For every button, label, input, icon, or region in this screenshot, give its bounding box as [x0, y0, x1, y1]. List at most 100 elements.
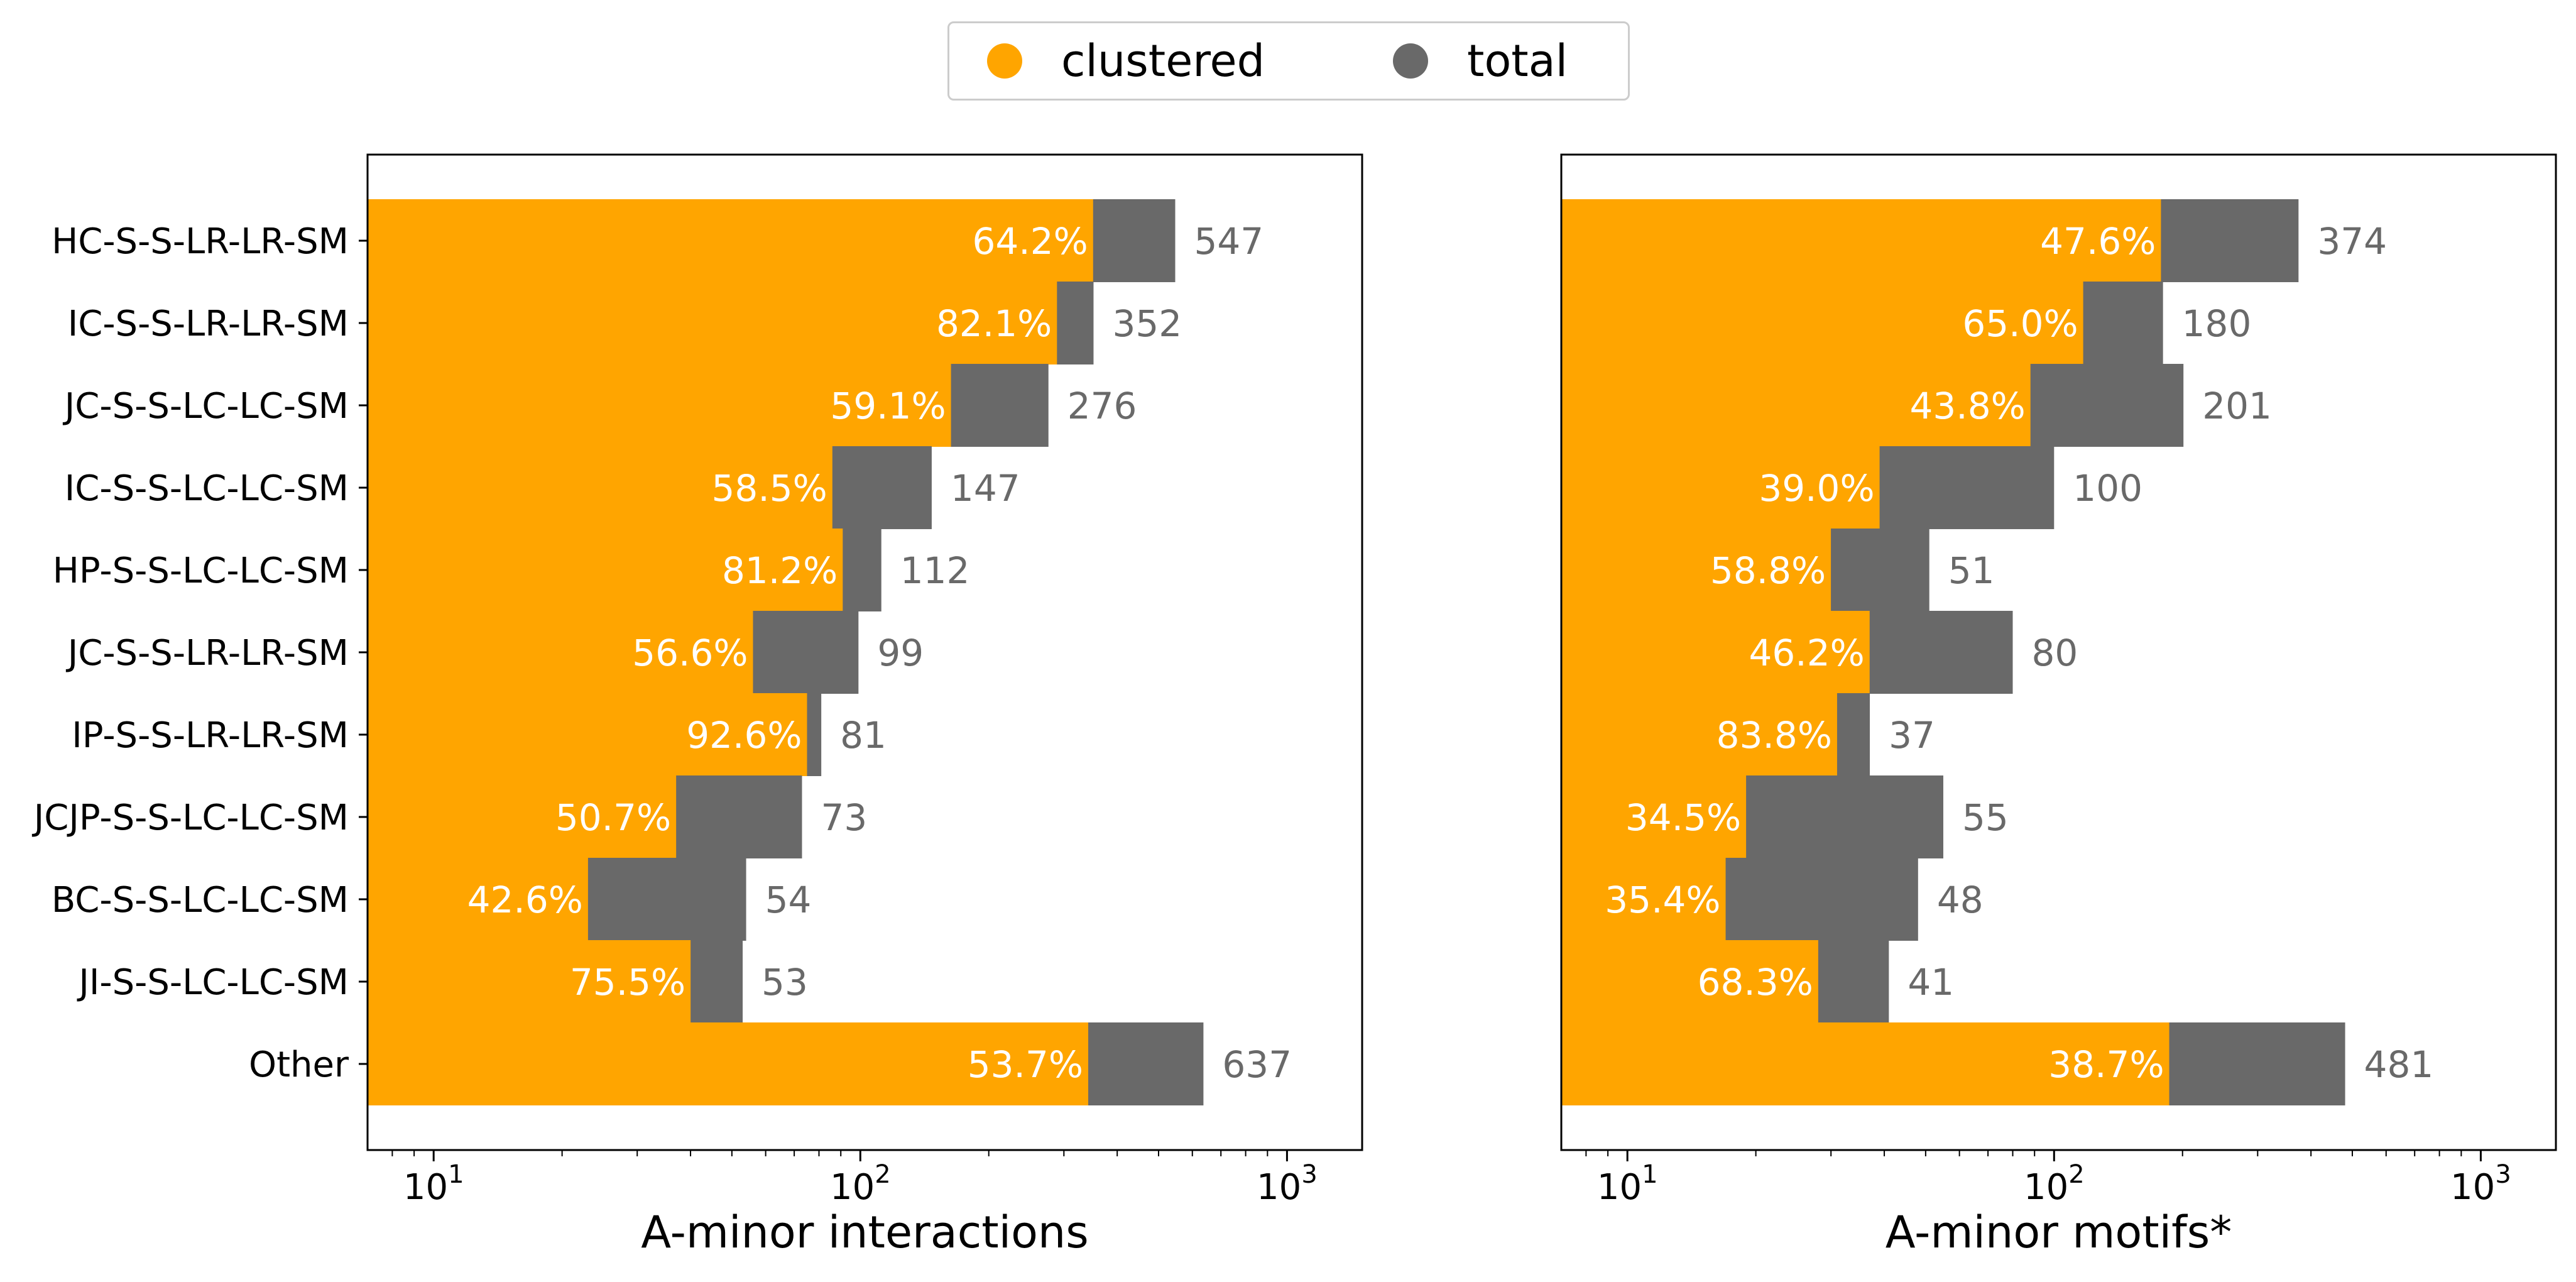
bar-clustered [368, 611, 753, 694]
bar-clustered [1561, 693, 1837, 776]
bar-percent-label: 58.8% [1710, 549, 1826, 592]
bar-percent-label: 75.5% [570, 961, 685, 1004]
bar-percent-label: 65.0% [1962, 302, 2078, 345]
x-axis-label: A-minor motifs* [1886, 1207, 2232, 1258]
bar-clustered [368, 693, 807, 776]
x-tick-base: 10 [2024, 1167, 2068, 1208]
x-tick-label: 101 [1597, 1160, 1658, 1208]
bar-clustered [1561, 611, 1870, 694]
legend-item-clustered: clustered [987, 23, 1265, 99]
x-tick-label: 102 [830, 1160, 891, 1208]
x-tick-base: 10 [1597, 1167, 1642, 1208]
bar-clustered [1561, 446, 1880, 529]
x-tick-label: 101 [403, 1160, 464, 1208]
bar-total-label: 481 [2364, 1043, 2434, 1086]
bar-percent-label: 83.8% [1716, 714, 1832, 757]
y-tick-label: JC-S-S-LR-LR-SM [66, 633, 349, 674]
bar-clustered [368, 446, 832, 529]
bar-total-label: 276 [1067, 385, 1137, 427]
bar-percent-label: 56.6% [632, 632, 748, 674]
bar-clustered [1561, 940, 1818, 1023]
bar-percent-label: 39.0% [1759, 467, 1874, 510]
x-tick-exponent: 2 [2068, 1160, 2084, 1189]
y-tick-label: HC-S-S-LR-LR-SM [52, 221, 349, 262]
bar-clustered [368, 364, 951, 447]
y-tick-label: BC-S-S-LC-LC-SM [52, 880, 349, 921]
bar-total-label: 99 [877, 632, 924, 674]
bar-total-label: 48 [1937, 879, 1984, 921]
plot-frame [1560, 153, 2557, 1151]
bar-total-label: 100 [2073, 467, 2142, 510]
bar-total-label: 201 [2202, 385, 2272, 427]
y-tick-label: IC-S-S-LC-LC-SM [65, 468, 349, 509]
bar-clustered [1561, 858, 1726, 941]
bar-clustered [368, 199, 1093, 282]
x-tick-label: 103 [2450, 1160, 2511, 1208]
bar-percent-label: 34.5% [1625, 796, 1741, 839]
bar-total-label: 51 [1948, 549, 1995, 592]
bar-clustered [1561, 775, 1747, 858]
chart-panel-1: 64.2% 547 HC-S-S-LR-LR-SM 82.1% 352 IC-S-S-LR… [32, 153, 1363, 1258]
x-tick-base: 10 [1257, 1167, 1301, 1208]
x-tick-exponent: 3 [2495, 1160, 2511, 1189]
bar-clustered [368, 1022, 1089, 1105]
bar-clustered [1561, 282, 2083, 364]
bar-percent-label: 59.1% [830, 385, 946, 427]
y-tick-label: JI-S-S-LC-LC-SM [77, 962, 349, 1003]
bar-total-label: 81 [840, 714, 887, 757]
bar-total-label: 374 [2317, 220, 2387, 263]
legend-marker-total [1393, 43, 1428, 79]
bar-percent-label: 81.2% [722, 549, 838, 592]
legend-label-total: total [1467, 35, 1568, 87]
bar-percent-label: 92.6% [686, 714, 802, 757]
x-tick-exponent: 3 [1301, 1160, 1317, 1189]
y-tick-label: JC-S-S-LC-LC-SM [63, 386, 349, 427]
bar-clustered [1561, 1022, 2169, 1105]
x-tick-exponent: 1 [1642, 1160, 1657, 1189]
bar-clustered [1561, 529, 1831, 611]
x-axis-label: A-minor interactions [641, 1207, 1089, 1258]
bar-percent-label: 38.7% [2048, 1043, 2164, 1086]
bar-total-label: 147 [951, 467, 1020, 510]
legend-marker-clustered [987, 43, 1022, 79]
x-tick-base: 10 [403, 1167, 448, 1208]
bar-total-label: 41 [1907, 961, 1954, 1004]
bar-total-label: 37 [1889, 714, 1935, 757]
bar-percent-label: 50.7% [555, 796, 671, 839]
bar-percent-label: 53.7% [968, 1043, 1083, 1086]
bar-percent-label: 58.5% [712, 467, 827, 510]
bar-total-label: 180 [2182, 302, 2252, 345]
bar-total-label: 637 [1222, 1043, 1292, 1086]
bar-total-label: 352 [1112, 302, 1182, 345]
bar-percent-label: 68.3% [1698, 961, 1813, 1004]
bar-clustered [368, 529, 843, 611]
y-tick-label: Other [249, 1044, 349, 1085]
plot-frame [366, 153, 1363, 1151]
bar-percent-label: 43.8% [1909, 385, 2025, 427]
bar-percent-label: 35.4% [1605, 879, 1720, 921]
y-tick-label: HP-S-S-LC-LC-SM [53, 551, 349, 591]
bar-total-label: 112 [900, 549, 970, 592]
x-tick-exponent: 1 [448, 1160, 464, 1189]
bar-percent-label: 82.1% [936, 302, 1052, 345]
bar-total-label: 547 [1194, 220, 1263, 263]
y-tick-label: IP-S-S-LR-LR-SM [72, 715, 349, 756]
bar-total-label: 73 [821, 796, 867, 839]
bar-percent-label: 47.6% [2040, 220, 2156, 263]
legend-label-clustered: clustered [1061, 35, 1265, 87]
bar-clustered [1561, 364, 2031, 447]
x-tick-label: 103 [1257, 1160, 1318, 1208]
bar-clustered [368, 940, 691, 1023]
bar-percent-label: 46.2% [1749, 632, 1864, 674]
bar-clustered [368, 858, 588, 941]
bar-total-label: 80 [2031, 632, 2078, 674]
legend-item-total: total [1393, 23, 1568, 99]
y-tick-label: IC-S-S-LR-LR-SM [68, 304, 349, 344]
x-tick-exponent: 2 [875, 1160, 890, 1189]
bar-total-label: 54 [765, 879, 812, 921]
bar-clustered [1561, 199, 2161, 282]
bar-clustered [368, 775, 677, 858]
x-tick-base: 10 [2450, 1167, 2495, 1208]
